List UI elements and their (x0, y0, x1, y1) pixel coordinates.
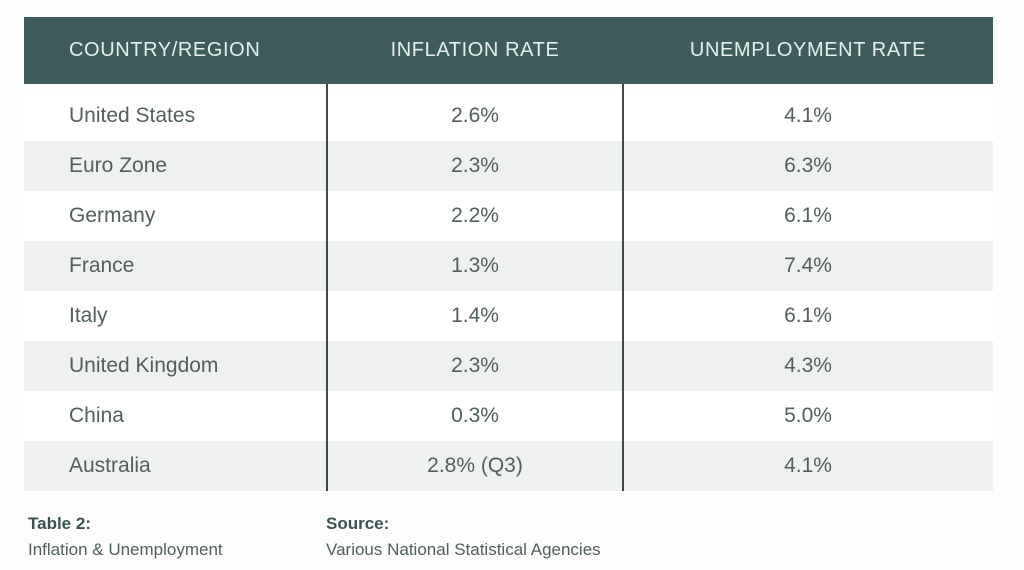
country-cell: United States (69, 104, 196, 127)
unemployment-cell: 6.1% (784, 204, 832, 227)
inflation-cell: 0.3% (451, 404, 499, 427)
table-caption: Table 2: Inflation & Unemployment (28, 511, 223, 563)
unemployment-cell: 4.1% (784, 104, 832, 127)
country-cell: China (69, 404, 124, 427)
table-row: United Kingdom 2.3% 4.3% (24, 341, 993, 391)
inflation-cell: 2.6% (451, 104, 499, 127)
table-body: United States 2.6% 4.1% Euro Zone 2.3% 6.3% Ge… (24, 91, 993, 491)
unemployment-cell: 6.1% (784, 304, 832, 327)
source-label: Source: (326, 514, 390, 533)
column-divider-2 (622, 84, 624, 491)
inflation-cell: 2.3% (451, 354, 499, 377)
column-header-country: COUNTRY/REGION (69, 39, 261, 61)
column-divider-1 (326, 84, 328, 491)
caption-text: Inflation & Unemployment (28, 540, 223, 559)
caption-label: Table 2: (28, 514, 91, 533)
country-cell: Italy (69, 304, 108, 327)
country-cell: Australia (69, 454, 151, 477)
inflation-cell: 2.3% (451, 154, 499, 177)
unemployment-cell: 4.1% (784, 454, 832, 477)
column-header-inflation: INFLATION RATE (390, 39, 560, 61)
country-cell: United Kingdom (69, 354, 219, 377)
inflation-cell: 1.3% (451, 254, 499, 277)
inflation-cell: 2.2% (451, 204, 499, 227)
unemployment-cell: 7.4% (784, 254, 832, 277)
unemployment-cell: 6.3% (784, 154, 832, 177)
unemployment-cell: 5.0% (784, 404, 832, 427)
source-text: Various National Statistical Agencies (326, 540, 601, 559)
table-row: Australia 2.8% (Q3) 4.1% (24, 441, 993, 491)
inflation-cell: 1.4% (451, 304, 499, 327)
table-row: France 1.3% 7.4% (24, 241, 993, 291)
country-cell: France (69, 254, 135, 277)
data-table: COUNTRY/REGION INFLATION RATE UNEMPLOYME… (24, 17, 993, 491)
country-cell: Germany (69, 204, 156, 227)
table-row: United States 2.6% 4.1% (24, 91, 993, 141)
column-header-unemployment: UNEMPLOYMENT RATE (689, 39, 927, 61)
table-header: COUNTRY/REGION INFLATION RATE UNEMPLOYME… (24, 17, 993, 84)
table-row: China 0.3% 5.0% (24, 391, 993, 441)
unemployment-cell: 4.3% (784, 354, 832, 377)
inflation-cell: 2.8% (Q3) (427, 454, 523, 477)
country-cell: Euro Zone (69, 154, 168, 177)
table-row: Euro Zone 2.3% 6.3% (24, 141, 993, 191)
table-row: Germany 2.2% 6.1% (24, 191, 993, 241)
source-note: Source: Various National Statistical Age… (326, 511, 601, 563)
table-row: Italy 1.4% 6.1% (24, 291, 993, 341)
